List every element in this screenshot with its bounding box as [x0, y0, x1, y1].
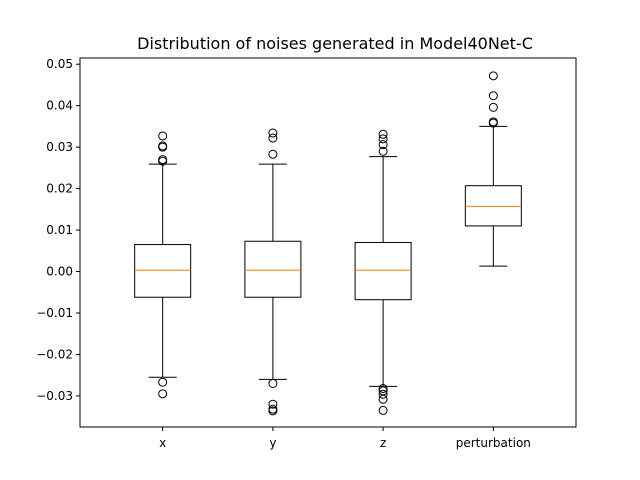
- outlier-point: [378, 146, 388, 156]
- outlier-point: [158, 389, 168, 399]
- outlier-point: [158, 156, 168, 166]
- y-tick-label: 0.01: [46, 223, 73, 237]
- outlier-point: [158, 377, 168, 387]
- x-tick-label: x: [159, 436, 166, 450]
- outlier-point: [268, 128, 278, 138]
- y-tick-label: −0.02: [36, 347, 73, 361]
- outlier-point: [378, 140, 388, 150]
- x-tick-label: y: [269, 436, 276, 450]
- chart-title: Distribution of noises generated in Mode…: [137, 34, 533, 53]
- outlier-point: [268, 149, 278, 159]
- outlier-point: [488, 91, 498, 101]
- y-tick-label: 0.00: [46, 265, 73, 279]
- box-y: [244, 240, 302, 298]
- y-tick-label: 0.02: [46, 182, 73, 196]
- y-tick-label: −0.01: [36, 306, 73, 320]
- x-tick-label: z: [380, 436, 386, 450]
- outlier-point: [268, 406, 278, 416]
- y-tick-label: 0.05: [46, 57, 73, 71]
- outlier-point: [378, 394, 388, 404]
- outlier-point: [488, 118, 498, 128]
- box-z: [354, 242, 412, 301]
- box-x: [134, 244, 192, 298]
- outlier-point: [268, 378, 278, 388]
- outlier-point: [378, 389, 388, 399]
- outlier-point: [378, 134, 388, 144]
- x-tick-label: perturbation: [456, 436, 531, 450]
- outlier-point: [158, 142, 168, 152]
- outlier-point: [268, 133, 278, 143]
- y-tick-label: −0.03: [36, 389, 73, 403]
- outlier-point: [378, 405, 388, 415]
- outlier-point: [158, 131, 168, 141]
- outlier-point: [268, 399, 278, 409]
- outlier-point: [378, 383, 388, 393]
- outlier-point: [488, 102, 498, 112]
- outlier-point: [488, 71, 498, 81]
- y-tick-label: 0.03: [46, 140, 73, 154]
- axes-frame: [79, 57, 577, 428]
- plot-area: −0.03 −0.02 −0.01 0.00 0.01 0.02 0.03 0.04 0.05 x…: [36, 57, 531, 450]
- box-perturbation: [464, 185, 522, 227]
- outlier-point: [378, 129, 388, 139]
- y-tick-label: 0.04: [46, 99, 73, 113]
